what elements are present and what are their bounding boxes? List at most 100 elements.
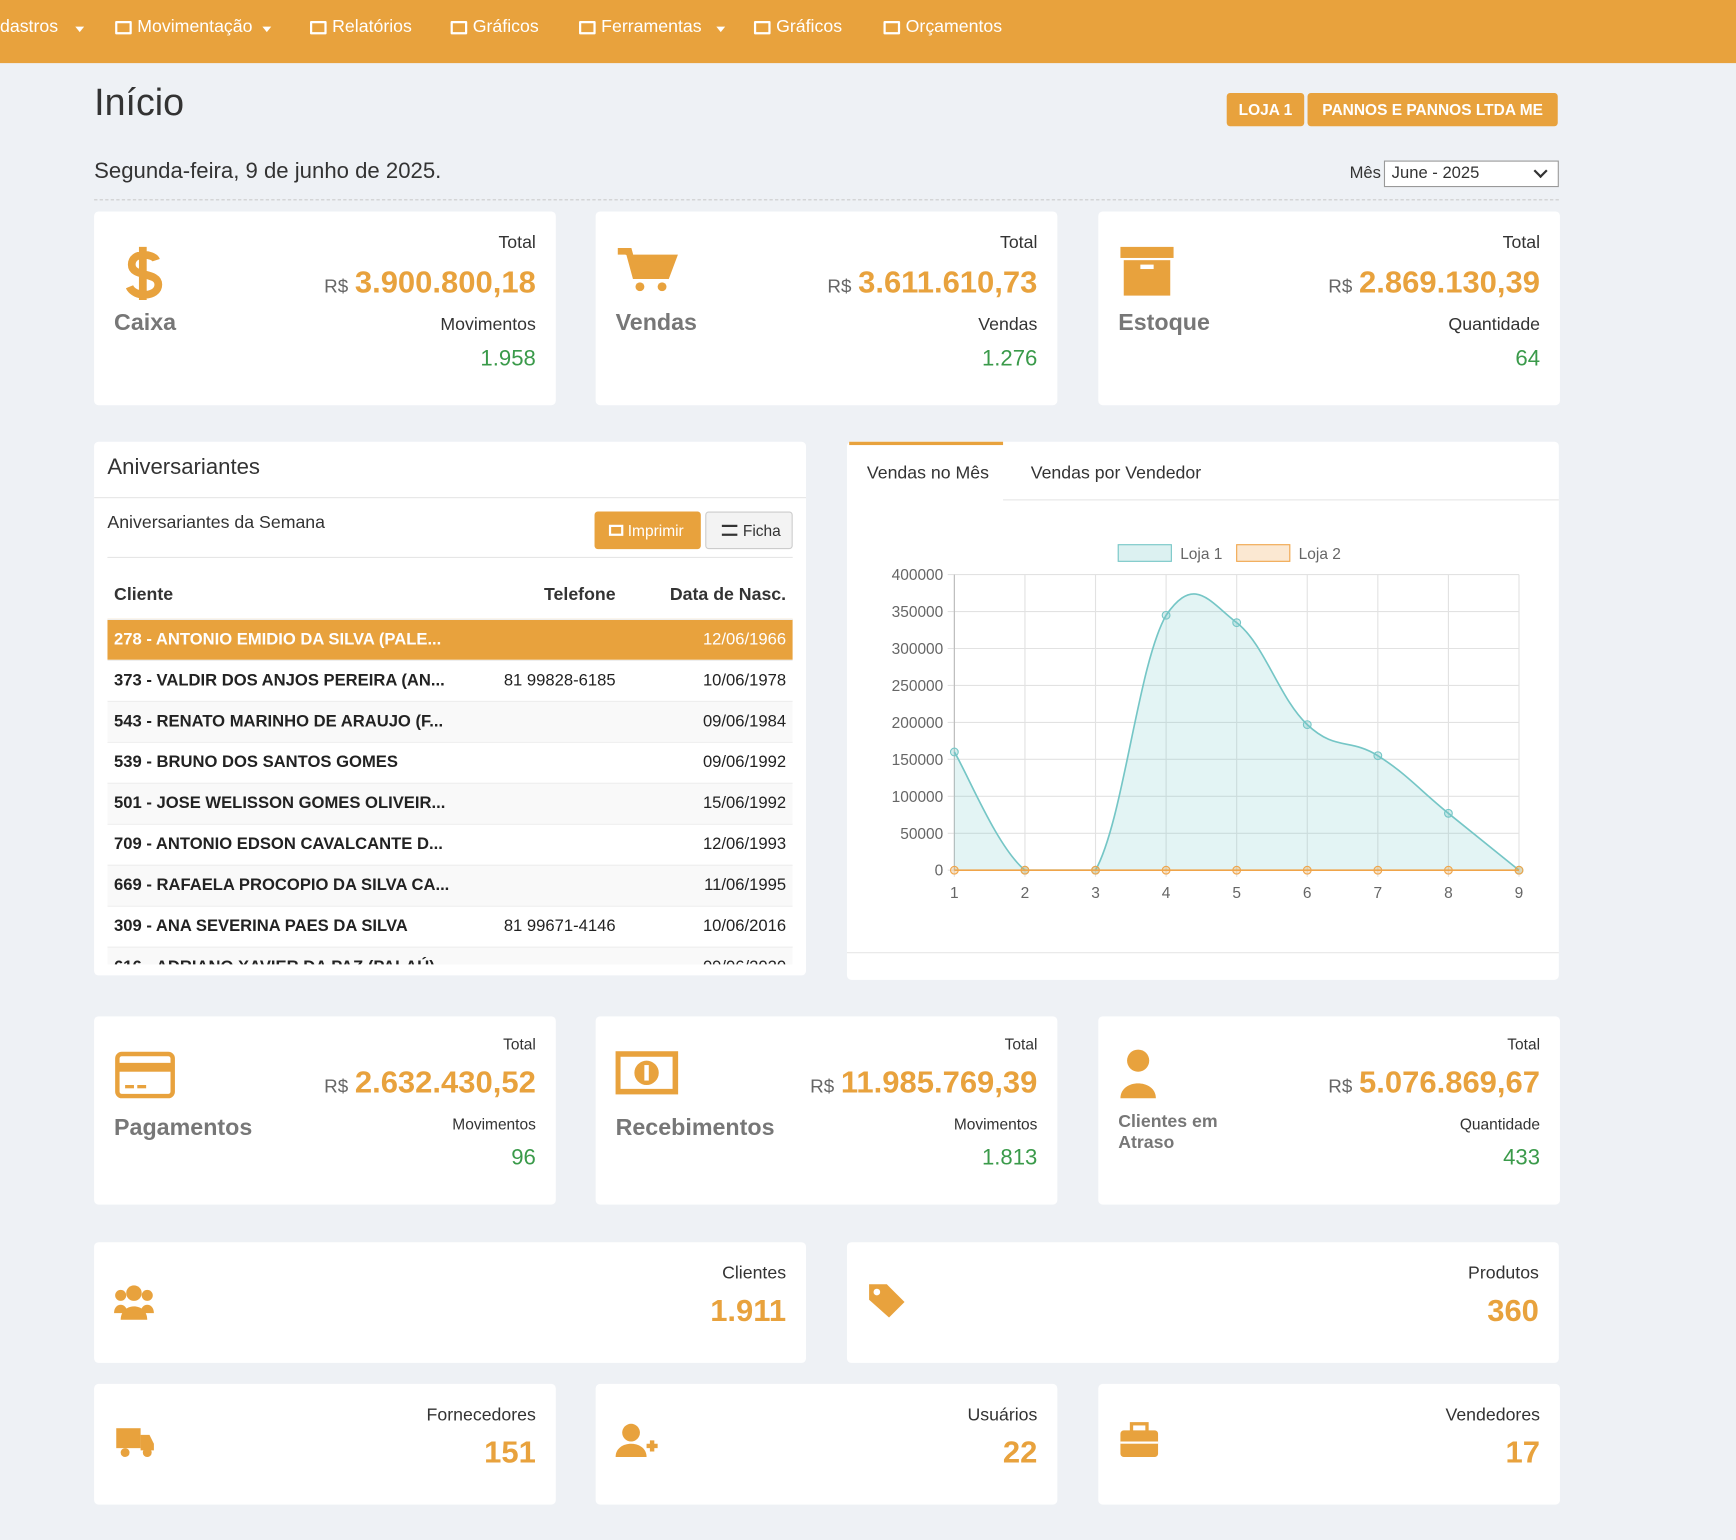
total-value: 5.076.869,67	[1359, 1065, 1540, 1099]
date: Segunda-feira, 9 de junho de 2025.	[94, 159, 441, 184]
nav-item[interactable]: Relatórios	[332, 18, 412, 38]
counter-value: 360	[1487, 1293, 1539, 1328]
icon	[114, 1280, 180, 1342]
counter-card: Clientes 1.911	[94, 1242, 806, 1363]
table-cell: 09/06/2020	[703, 958, 786, 965]
tab-active[interactable]: Vendas no Mês	[849, 442, 1003, 501]
card-name: Caixa	[114, 309, 335, 337]
counter-value: 17	[1506, 1435, 1540, 1470]
month-label: Mês	[1350, 164, 1381, 183]
count-label: Movimentos	[440, 316, 535, 336]
total-value: 3.611.610,73	[858, 265, 1037, 299]
total-label: Total	[1507, 1035, 1540, 1053]
summary-card: Recebimentos Total R$ 11.985.769,39 Moviment…	[596, 1016, 1058, 1204]
total-label: Total	[1503, 234, 1540, 254]
icon	[616, 1047, 682, 1109]
counter-card: Usuários22	[596, 1384, 1058, 1505]
table-cell: 278 - ANTONIO EMIDIO DA SILVA (PALE...	[114, 630, 441, 649]
count-label: Movimentos	[954, 1115, 1038, 1133]
print-button[interactable]: Imprimir	[595, 511, 701, 549]
nav-icon	[310, 21, 327, 34]
y-tick-label: 350000	[892, 604, 944, 621]
rule	[847, 952, 1559, 953]
rule	[107, 557, 792, 558]
total-line: R$3.611.610,73	[827, 265, 1037, 300]
icon	[1118, 242, 1184, 304]
y-tick-label: 50000	[900, 826, 943, 843]
month-select[interactable]: June - 2025	[1384, 161, 1559, 188]
nav-item[interactable]: Gráficos	[776, 18, 842, 38]
nav-icon	[579, 21, 596, 34]
panel-subtitle: Aniversariantes da Semana	[107, 514, 325, 534]
table-cell: 10/06/2016	[703, 917, 786, 936]
nav-item[interactable]: dastros	[0, 18, 58, 38]
total-label: Total	[1005, 1035, 1038, 1053]
counter-label: Clientes	[722, 1264, 786, 1284]
count-value: 64	[1515, 347, 1540, 372]
nav-icon	[451, 21, 468, 34]
nav-caret	[262, 27, 271, 33]
point	[1374, 752, 1382, 760]
card-name: Pagamentos	[114, 1114, 335, 1142]
divider	[94, 199, 1559, 200]
counter-value: 151	[484, 1435, 536, 1470]
nav-icon	[115, 21, 132, 34]
table-row: 616 - ADRIANO XAVIER DA PAZ (PALAÚ) 09/06…	[107, 947, 792, 965]
point	[1303, 721, 1311, 729]
icon	[1118, 1422, 1184, 1484]
total-line: R$ 11.985.769,39	[810, 1065, 1037, 1100]
total-label: Total	[1000, 234, 1037, 254]
legend-swatch	[1118, 545, 1171, 562]
nav-item[interactable]: Orçamentos	[906, 18, 1002, 38]
table-row: 539 - BRUNO DOS SANTOS GOMES09/06/1992	[107, 742, 792, 783]
nav-item[interactable]: Ferramentas	[601, 18, 701, 38]
count-value: 1.276	[982, 347, 1037, 372]
icon	[867, 1280, 933, 1342]
total-value: 11.985.769,39	[841, 1065, 1038, 1099]
counter-label: Vendedores	[1445, 1406, 1540, 1426]
card-name: Estoque	[1118, 309, 1339, 337]
card-name: Recebimentos	[616, 1114, 837, 1142]
point	[1374, 866, 1382, 874]
total-label: Total	[503, 1035, 536, 1053]
count-label: Movimentos	[452, 1115, 536, 1133]
y-tick-label: 150000	[892, 752, 944, 769]
x-tick-label: 1	[950, 885, 959, 902]
x-tick-label: 4	[1162, 885, 1171, 902]
icon	[1118, 1047, 1184, 1109]
table-cell: 09/06/1992	[703, 753, 786, 772]
counter-card: Vendedores 17	[1098, 1384, 1560, 1505]
currency: R$	[810, 1076, 834, 1097]
total-label: Total	[498, 234, 535, 254]
nav-item[interactable]: Gráficos	[473, 18, 539, 38]
total-value: 3.900.800,18	[355, 265, 536, 299]
point	[1162, 866, 1170, 874]
badge: PANNOS E PANNOS LTDA ME	[1308, 93, 1558, 126]
nav-icon	[754, 21, 771, 34]
table-cell: 669 - RAFAELA PROCOPIO DA SILVA CA...	[114, 876, 449, 895]
table-cell: 10/06/1978	[703, 671, 786, 690]
total-line: R$3.900.800,18	[324, 265, 536, 300]
nav-caret	[76, 27, 85, 33]
point	[1303, 866, 1311, 874]
tab[interactable]: Vendas por Vendedor	[1031, 464, 1201, 484]
x-tick-label: 8	[1444, 885, 1453, 902]
table-cell: 616 - ADRIANO XAVIER DA PAZ (PALAÚ)	[114, 958, 435, 965]
counter-label: Fornecedores	[427, 1406, 536, 1426]
counter-value: 22	[1003, 1435, 1037, 1470]
counter-card: Produtos360	[847, 1242, 1559, 1363]
card-name: Vendas	[616, 309, 837, 337]
ficha-button[interactable]: Ficha	[705, 511, 792, 549]
summary-card: VendasTotalR$3.611.610,73Vendas1.276	[596, 211, 1058, 405]
y-tick-label: 100000	[892, 789, 944, 806]
summary-card: PagamentosTotalR$2.632.430,52Movimentos9…	[94, 1016, 556, 1204]
nav-item[interactable]: Movimentação	[137, 18, 252, 38]
counter-value: 1.911	[710, 1293, 786, 1328]
table-row: 669 - RAFAELA PROCOPIO DA SILVA CA...11/…	[107, 865, 792, 906]
list-icon	[722, 525, 738, 536]
table-cell: 501 - JOSE WELISSON GOMES OLIVEIR...	[114, 794, 445, 813]
icon	[114, 1422, 180, 1484]
x-tick-label: 6	[1303, 885, 1312, 902]
